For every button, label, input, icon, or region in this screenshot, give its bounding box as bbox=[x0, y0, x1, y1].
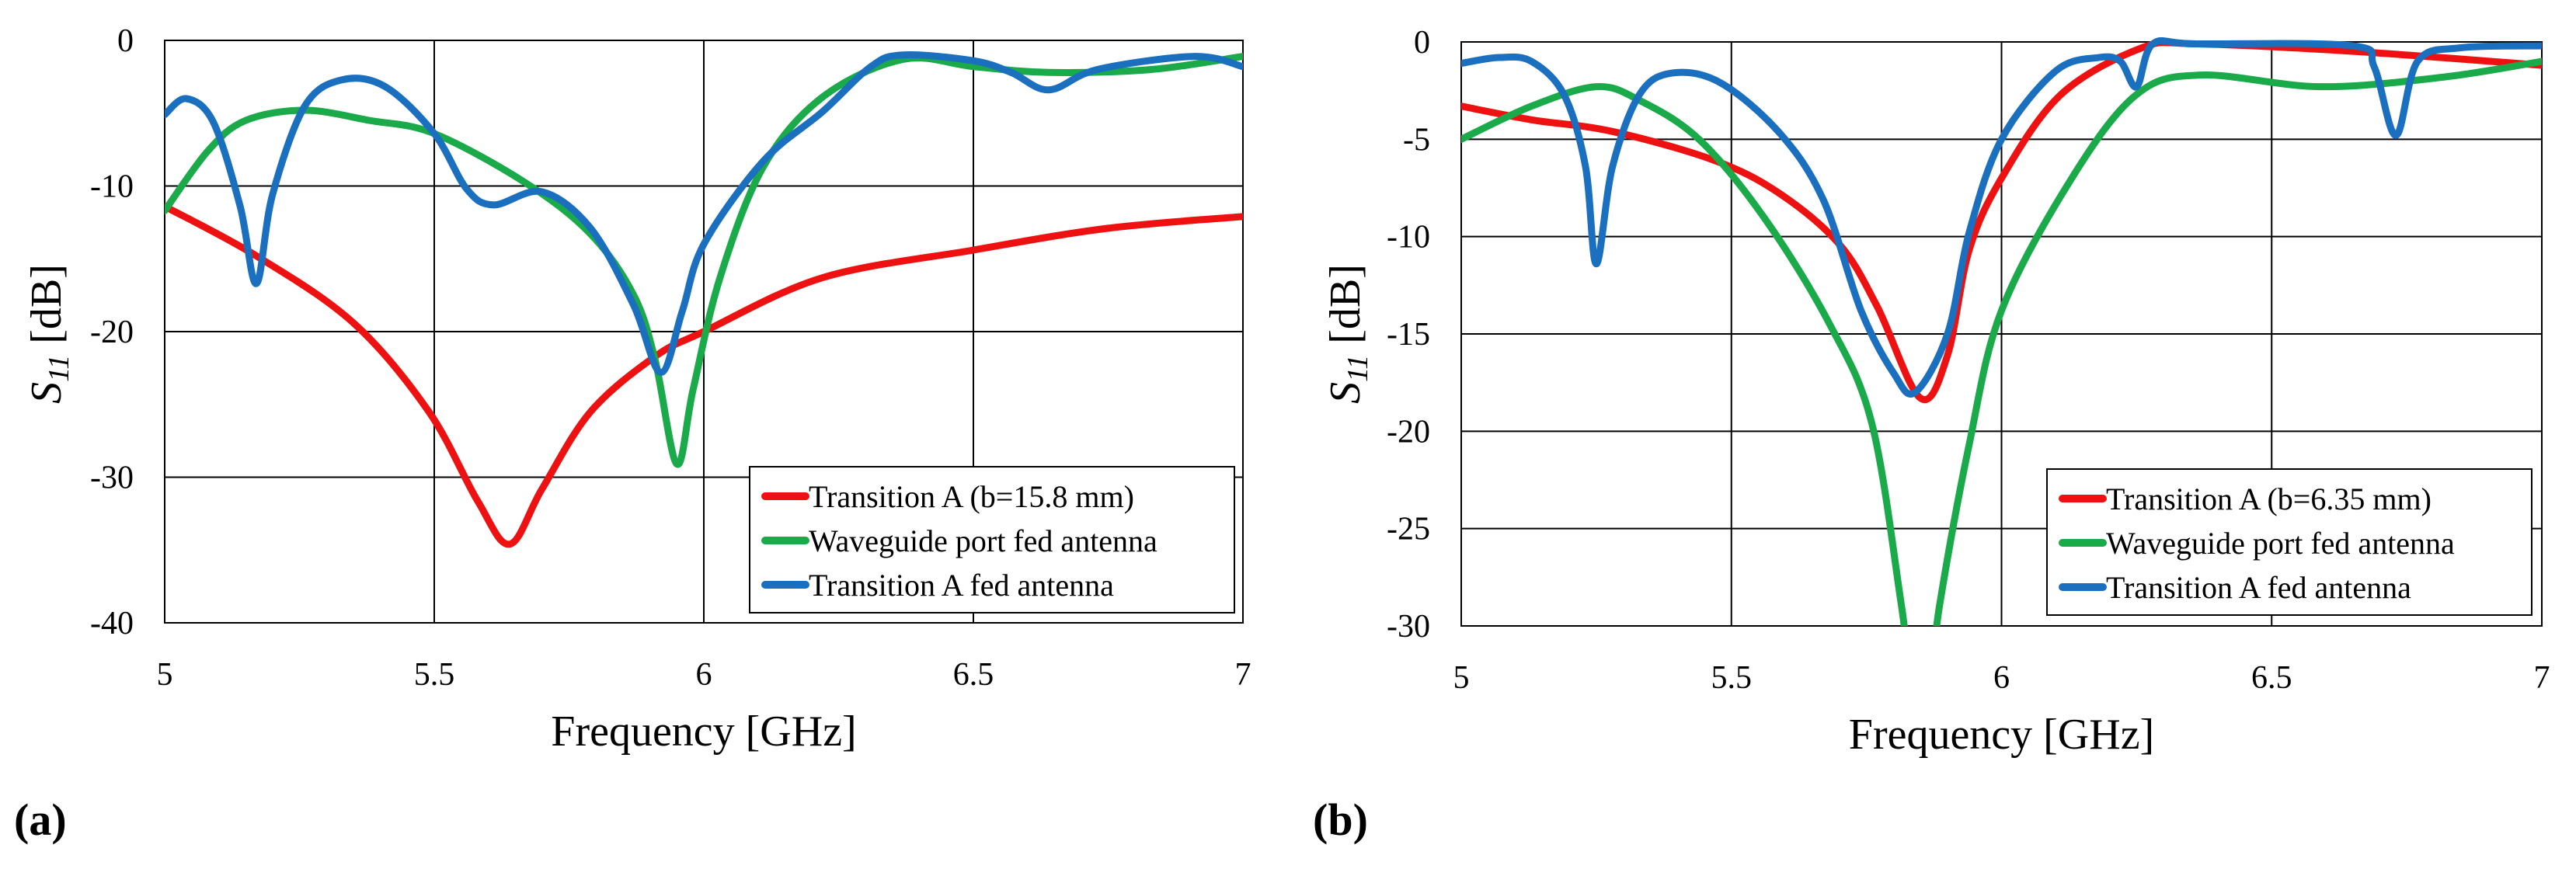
x-tick-label: 6 bbox=[1993, 660, 2010, 696]
y-tick-label: -30 bbox=[1387, 609, 1430, 645]
x-tick-label: 6.5 bbox=[953, 657, 994, 693]
y-tick-label: -30 bbox=[90, 461, 134, 496]
y-tick-label: -15 bbox=[1387, 317, 1430, 353]
y-tick-label: -10 bbox=[90, 169, 134, 205]
legend: Transition A (b=6.35 mm) Waveguide port f… bbox=[2046, 468, 2532, 616]
legend-entry: Transition A fed antenna bbox=[2106, 570, 2411, 605]
x-tick-label: 5 bbox=[1453, 660, 1470, 696]
legend-entry: Waveguide port fed antenna bbox=[2106, 526, 2455, 561]
legend-entry: Waveguide port fed antenna bbox=[809, 523, 1157, 558]
plot-frame bbox=[1460, 41, 2543, 627]
legend-box bbox=[749, 466, 1235, 614]
y-axis-title-symbol: S bbox=[23, 382, 71, 404]
series-line-green bbox=[1461, 57, 2542, 626]
y-axis-title-subscript: 11 bbox=[43, 355, 75, 382]
plot-frame bbox=[164, 40, 1244, 624]
y-tick-label: 0 bbox=[1414, 25, 1430, 61]
series-line-green bbox=[165, 53, 1243, 468]
y-axis-title: S11 [dB] bbox=[23, 264, 75, 404]
x-tick-label: 5.5 bbox=[1711, 660, 1753, 696]
panel-label: (a) bbox=[14, 794, 67, 845]
x-tick-label: 5.5 bbox=[414, 657, 455, 693]
chart-b: 5 5.5 6 6.5 7 0 -5 -10 -15 -20 -25 -30 Transition A … bbox=[1313, 25, 2550, 845]
y-tick-label: -20 bbox=[90, 315, 134, 350]
x-tick-label: 7 bbox=[2534, 660, 2550, 696]
legend: Transition A (b=15.8 mm) Waveguide port f… bbox=[749, 466, 1235, 614]
y-axis-title-unit: [dB] bbox=[23, 264, 71, 355]
legend-entry: Transition A fed antenna bbox=[809, 568, 1114, 603]
series-line-blue bbox=[165, 51, 1243, 376]
x-tick-label: 5 bbox=[157, 657, 173, 693]
legend-entry: Transition A (b=6.35 mm) bbox=[2106, 481, 2432, 516]
y-tick-label: -25 bbox=[1387, 512, 1430, 547]
panel-label: (b) bbox=[1313, 794, 1368, 845]
chart-a: 5 5.5 6 6.5 7 0 -10 -20 -30 -40 Transition A (b=15… bbox=[14, 23, 1251, 845]
x-axis-title: Frequency [GHz] bbox=[551, 707, 856, 756]
y-axis-title: S11 [dB] bbox=[1321, 264, 1374, 404]
y-axis-title-subscript: 11 bbox=[1342, 355, 1374, 382]
series-line-red bbox=[165, 203, 1243, 548]
legend-entry: Transition A (b=15.8 mm) bbox=[809, 479, 1134, 514]
y-axis-title-symbol: S bbox=[1321, 382, 1370, 404]
y-axis-title-unit: [dB] bbox=[1321, 264, 1370, 355]
x-tick-label: 6 bbox=[696, 657, 712, 693]
y-tick-label: 0 bbox=[117, 23, 134, 59]
legend-box bbox=[2046, 468, 2532, 616]
x-tick-label: 6.5 bbox=[2251, 660, 2292, 696]
series-line-blue bbox=[1461, 37, 2542, 398]
y-tick-label: -20 bbox=[1387, 414, 1430, 450]
y-tick-label: -10 bbox=[1387, 220, 1430, 255]
x-tick-label: 7 bbox=[1235, 657, 1251, 693]
x-axis-title: Frequency [GHz] bbox=[1849, 711, 2154, 759]
y-tick-label: -5 bbox=[1403, 122, 1430, 158]
y-tick-label: -40 bbox=[90, 606, 134, 641]
